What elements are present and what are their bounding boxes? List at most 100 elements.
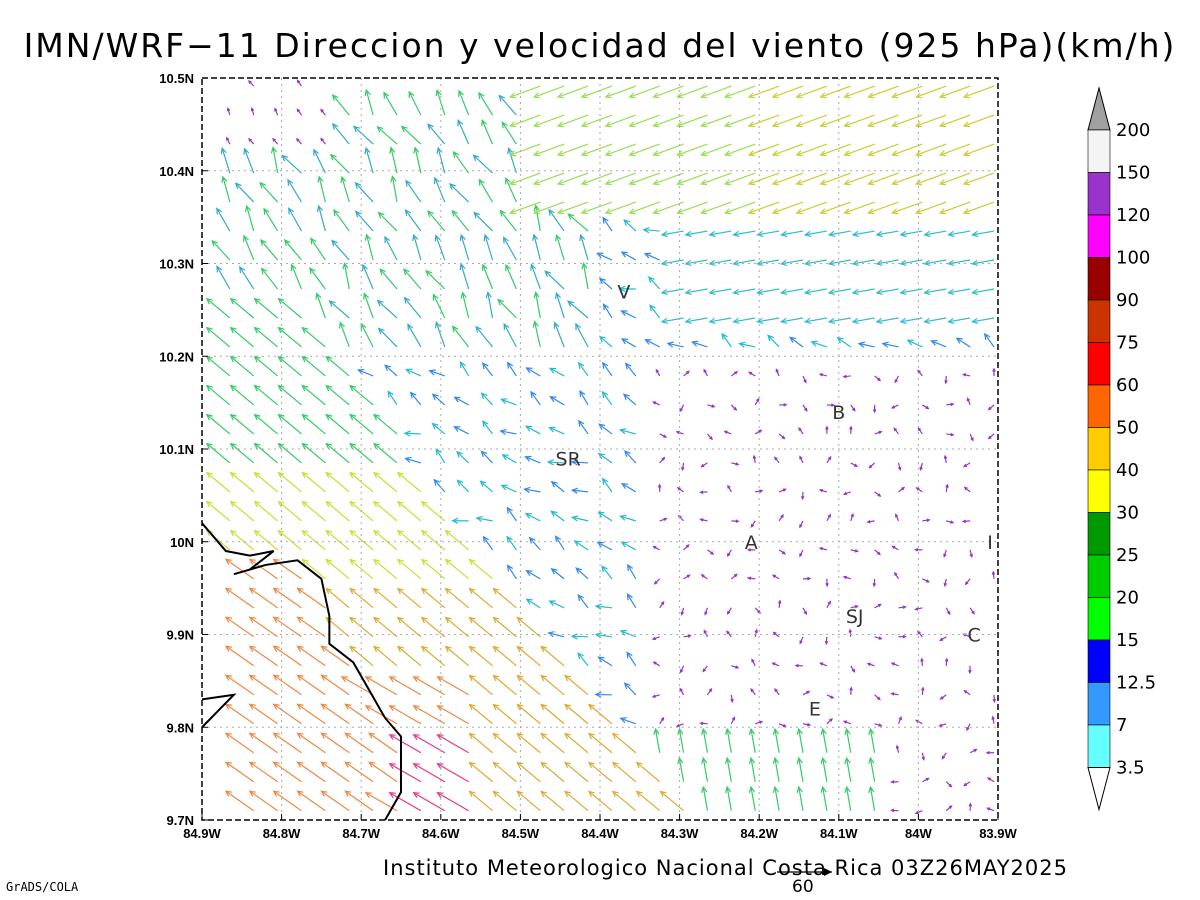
wind-vector-head: [914, 121, 923, 128]
wind-vector-head: [955, 337, 963, 344]
wind-vector-head: [532, 150, 541, 157]
wind-vector-head: [818, 373, 823, 377]
wind-vector-head: [550, 480, 558, 488]
wind-vector-head: [580, 150, 588, 157]
wind-vector-head: [451, 209, 459, 217]
wind-vector: [820, 114, 851, 127]
wind-vector-head: [433, 478, 441, 486]
wind-vector: [598, 453, 613, 464]
wind-vector: [948, 230, 971, 236]
wind-vector-head: [779, 317, 788, 325]
wind-vector: [702, 729, 709, 753]
wind-vector: [507, 362, 517, 377]
wind-vector: [516, 704, 541, 725]
wind-vector: [445, 530, 470, 551]
wind-vector-head: [248, 79, 252, 84]
wind-vector-head: [533, 291, 540, 299]
wind-vector-head: [224, 761, 232, 768]
wind-vector-head: [340, 676, 348, 683]
wind-vector-head: [224, 587, 232, 594]
wind-vector: [302, 385, 326, 406]
wind-vector: [526, 570, 541, 580]
wind-vector-head: [877, 493, 882, 497]
wind-vector: [429, 370, 445, 377]
wind-vector-head: [819, 662, 824, 666]
wind-vector-head: [771, 208, 779, 215]
wind-vector: [273, 616, 302, 638]
wind-vector-head: [205, 413, 213, 421]
wind-vector-head: [782, 551, 787, 555]
wind-vector-head: [708, 230, 716, 238]
wind-vector: [373, 588, 398, 609]
wind-vector-head: [301, 442, 309, 450]
wind-vector: [653, 201, 684, 214]
wind-vector-head: [604, 208, 612, 215]
y-tick-label: 10.3N: [159, 257, 194, 272]
wind-vector-head: [505, 263, 511, 272]
wind-vector: [405, 457, 422, 464]
wind-vector: [505, 264, 517, 290]
wind-vector-head: [556, 121, 565, 128]
wind-vector: [701, 85, 732, 98]
wind-vector-head: [384, 364, 392, 372]
wind-vector-head: [349, 384, 357, 392]
wind-vector: [588, 790, 613, 812]
wind-vector: [533, 201, 565, 214]
wind-vector-head: [930, 339, 938, 346]
wind-vector-head: [601, 565, 608, 573]
software-label: GrADS/COLA: [6, 880, 79, 894]
wind-vector: [798, 786, 804, 811]
wind-vector-head: [525, 367, 533, 374]
wind-vector-head: [492, 616, 500, 624]
wind-vector-head: [480, 392, 488, 400]
wind-vector-head: [296, 732, 304, 739]
wind-vector-head: [435, 88, 442, 97]
wind-vector-head: [253, 500, 261, 508]
wind-vector: [230, 472, 255, 493]
wind-vector: [358, 369, 374, 377]
colorbar-label: 12.5: [1116, 673, 1156, 694]
wind-vector-head: [830, 695, 835, 699]
x-tick-label: 84.9W: [183, 826, 221, 841]
wind-vector-head: [724, 727, 732, 736]
wind-vector: [278, 327, 302, 348]
wind-vector-head: [825, 425, 829, 430]
wind-vector-head: [624, 362, 632, 370]
wind-vector: [789, 336, 804, 348]
wind-vector: [481, 392, 493, 406]
wind-vector: [869, 729, 876, 753]
colorbar-segment: [1087, 469, 1111, 513]
wind-vector-head: [532, 233, 539, 241]
wind-vector-head: [970, 317, 979, 325]
wind-vector-head: [759, 720, 764, 724]
wind-vector-head: [891, 208, 899, 215]
wind-vector-head: [372, 529, 381, 537]
wind-vector: [445, 617, 470, 638]
wind-vector: [510, 85, 541, 98]
wind-vector-head: [497, 298, 504, 306]
wind-vector-head: [580, 92, 588, 99]
wind-vector: [368, 761, 398, 783]
wind-vector: [502, 454, 517, 464]
wind-vector-head: [827, 230, 836, 238]
wind-vector: [325, 530, 350, 551]
wind-vector-head: [623, 219, 631, 226]
wind-vector-head: [333, 208, 340, 217]
wind-vector: [702, 758, 709, 782]
wind-vector-head: [468, 616, 476, 624]
wind-vector-head: [803, 230, 812, 238]
wind-vector: [406, 368, 422, 377]
wind-vector-head: [803, 259, 812, 267]
wind-vector-head: [803, 611, 808, 616]
wind-vector: [397, 617, 422, 638]
wind-vector-head: [622, 393, 630, 401]
wind-vector-head: [806, 722, 812, 727]
wind-vector-head: [779, 288, 788, 296]
wind-vector-head: [320, 790, 328, 797]
wind-vector-head: [550, 510, 558, 517]
wind-vector-head: [748, 371, 753, 375]
wind-vector-head: [800, 496, 805, 501]
wind-vector: [413, 676, 446, 696]
colorbar-label: 40: [1116, 460, 1139, 481]
wind-vector: [677, 172, 708, 185]
